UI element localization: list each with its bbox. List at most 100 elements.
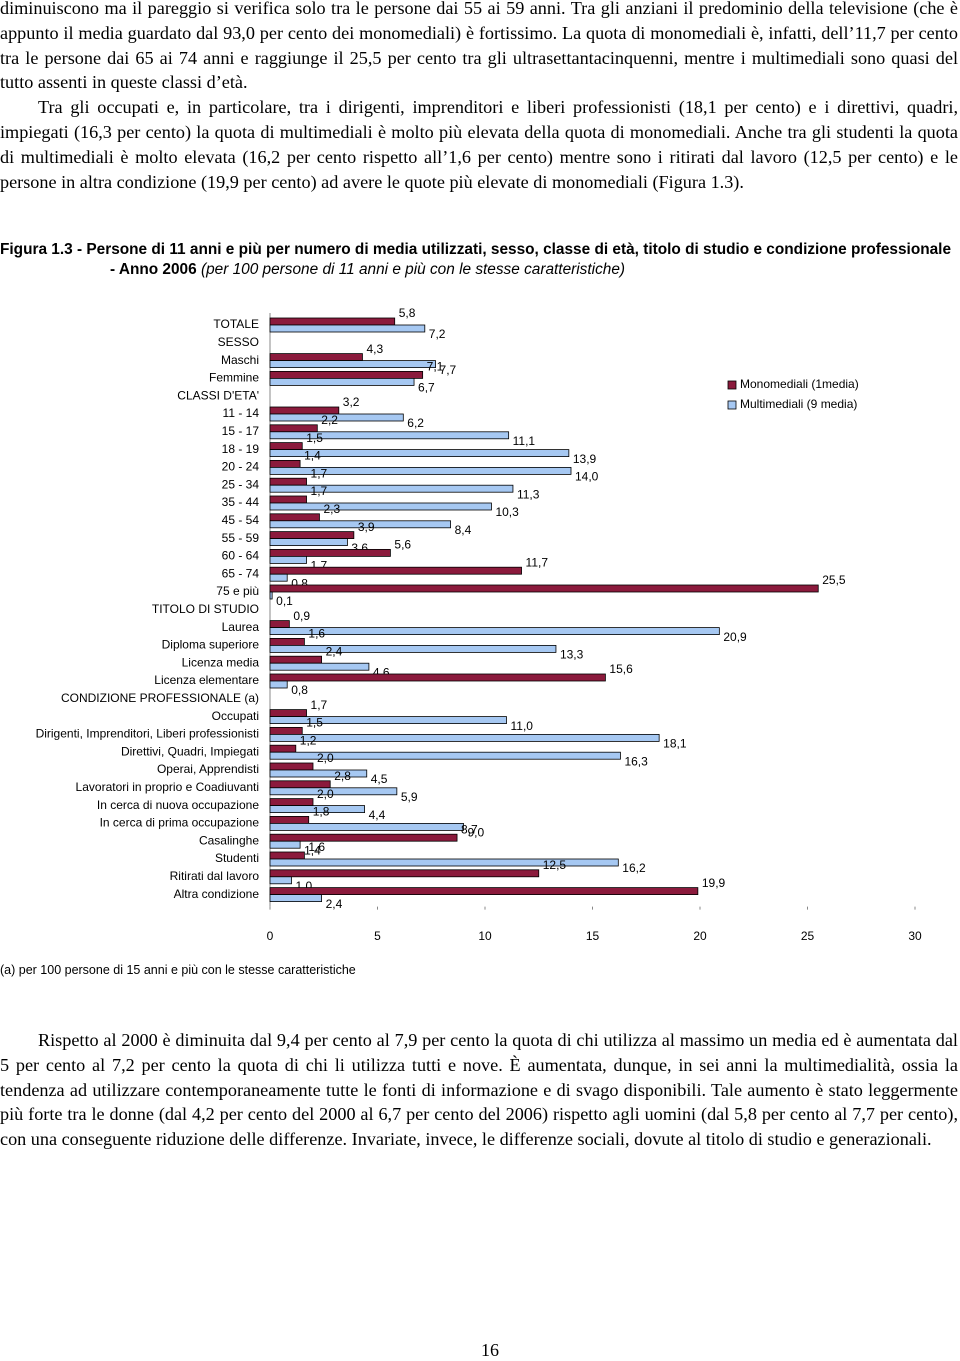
value-label: 4,5: [371, 772, 388, 786]
value-label: 1,7: [311, 466, 328, 480]
bar: [269, 840, 301, 849]
category-label: 75 e più: [216, 584, 259, 598]
category-label: 45 - 54: [222, 513, 260, 527]
category-label: Lavoratori in proprio e Coadiuvanti: [76, 780, 259, 794]
category-label: 15 - 17: [222, 424, 260, 438]
category-label: 20 - 24: [222, 460, 260, 474]
bar: [269, 637, 305, 646]
title: Figura 1.3 - Persone di 11 anni e più pe…: [0, 241, 952, 278]
bar: [269, 449, 570, 458]
category-label: Licenza media: [182, 655, 260, 669]
x-tick-label: 10: [478, 929, 492, 943]
value-label: 13,3: [560, 648, 584, 662]
value-label: 8,4: [455, 523, 472, 537]
bar: [269, 573, 288, 582]
category-label: Operai, Apprendisti: [157, 762, 259, 776]
value-label: 11,7: [526, 555, 549, 569]
category-label: Altra condizione: [174, 887, 260, 901]
bar: [269, 459, 301, 468]
bar: [269, 894, 322, 902]
legend-label: Multimediali (9 media): [740, 397, 857, 411]
value-label: 11,0: [511, 719, 534, 733]
value-label: 3,9: [358, 520, 375, 534]
x-tick-label: 0: [267, 929, 274, 943]
bar: [269, 548, 391, 557]
value-label: 1,4: [304, 843, 321, 857]
bar: [269, 466, 572, 475]
value-label: 11,3: [517, 487, 540, 501]
subtitle: (per 100 persone di 11 anni e più con le…: [200, 261, 626, 278]
value-label: 7,1: [427, 360, 444, 374]
bar: [269, 823, 464, 831]
category-label: 60 - 64: [222, 549, 260, 563]
bar: [269, 442, 303, 451]
value-label: 0,9: [293, 609, 310, 623]
bar: [269, 477, 307, 486]
bar: [269, 816, 310, 824]
bar: [269, 538, 348, 547]
x-tick-label: 25: [801, 929, 815, 943]
legend-label: Monomediali (1media): [740, 377, 859, 391]
legend-swatch: [727, 400, 737, 410]
bar: [269, 726, 303, 735]
bar: [269, 520, 452, 529]
category-label: 65 - 74: [222, 566, 260, 580]
category-label: Direttivi, Quadri, Impiegati: [121, 744, 259, 758]
footnote: (a) per 100 persone di 15 anni e più con…: [0, 963, 356, 977]
value-label: 5,8: [399, 306, 416, 320]
bar: [269, 513, 320, 522]
value-label: 0,1: [276, 594, 293, 608]
bar: [269, 431, 510, 440]
value-label: 1,4: [304, 449, 321, 463]
category-label: Dirigenti, Imprenditori, Liberi professi…: [36, 727, 259, 741]
bar: [269, 484, 514, 493]
category-label: CLASSI D'ETA': [177, 388, 259, 402]
category-label: Maschi: [221, 353, 259, 367]
value-label: 1,2: [300, 733, 317, 747]
chart: 0 5 10 15 20 25 30 TOTALE 5,8 7,2 SESSO Maschi 4,3 7,…: [36, 306, 922, 943]
value-label: 16,3: [624, 754, 648, 768]
value-label: 6,2: [407, 416, 424, 430]
category-label: Diploma superiore: [162, 638, 260, 652]
bar: [269, 644, 557, 653]
category-label: Occupati: [212, 709, 259, 723]
bar: [269, 733, 660, 742]
bar: [269, 680, 288, 689]
bar: [269, 662, 370, 671]
bar: [269, 716, 507, 725]
x-tick-label: 20: [693, 929, 707, 943]
bar: [269, 655, 322, 664]
category-label: TITOLO DI STUDIO: [152, 602, 259, 616]
category-label: In cerca di prima occupazione: [100, 816, 260, 830]
value-label: 14,0: [575, 470, 599, 484]
value-label: 2,0: [317, 751, 334, 765]
bar: [269, 851, 305, 860]
value-label: 25,5: [822, 573, 846, 587]
category-label: Femmine: [209, 371, 259, 385]
bar: [269, 762, 314, 771]
bar: [269, 787, 398, 796]
bar: [269, 673, 606, 682]
category-label: Casalinghe: [199, 833, 259, 847]
bar: [269, 869, 540, 878]
bar: [269, 627, 720, 636]
category-label: 25 - 34: [222, 477, 260, 491]
bar: [269, 620, 290, 629]
category-label: In cerca di nuova occupazione: [97, 798, 259, 812]
bar: [269, 502, 492, 511]
figure-title: Figura 1.3 - Persone di 11 anni e più pe…: [0, 240, 955, 280]
bar: [269, 584, 819, 593]
bar: [269, 360, 436, 368]
category-label: Licenza elementare: [154, 673, 259, 687]
value-label: 4,4: [369, 808, 386, 822]
value-label: 11,1: [513, 434, 536, 448]
bar: [269, 413, 404, 422]
x-tick-label: 5: [374, 929, 381, 943]
bar: [269, 566, 522, 575]
value-label: 8,7: [461, 822, 478, 836]
x-tick-label: 30: [908, 929, 922, 943]
value-label: 0,8: [291, 683, 308, 697]
value-label: 1,5: [306, 716, 323, 730]
value-label: 6,7: [418, 381, 435, 395]
bar: [269, 798, 314, 807]
